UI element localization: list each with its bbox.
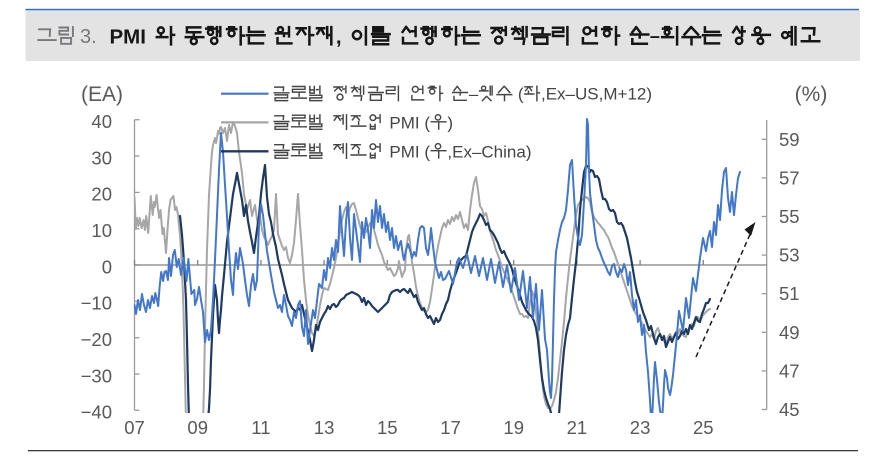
svg-text:,Ex–US,M+12): ,Ex–US,M+12) — [541, 85, 652, 104]
svg-text:57: 57 — [779, 167, 800, 188]
svg-text:11: 11 — [251, 417, 270, 438]
svg-text:55: 55 — [779, 206, 800, 227]
svg-text:45: 45 — [779, 399, 800, 420]
svg-text:19: 19 — [503, 417, 524, 438]
svg-text:53: 53 — [779, 245, 800, 266]
svg-text:09: 09 — [187, 417, 208, 438]
svg-text:−20: −20 — [81, 329, 112, 350]
svg-text:PMI: PMI — [110, 26, 146, 49]
svg-text:−30: −30 — [81, 365, 112, 386]
svg-text:3.: 3. — [80, 26, 97, 48]
svg-text:(%): (%) — [795, 83, 828, 106]
svg-text:25: 25 — [693, 417, 714, 438]
svg-text:,: , — [336, 26, 342, 49]
svg-text:07: 07 — [124, 417, 145, 438]
svg-text:PMI (: PMI ( — [389, 113, 430, 132]
svg-text:–: – — [469, 85, 479, 104]
svg-text:(EA): (EA) — [81, 83, 123, 106]
svg-text:40: 40 — [91, 111, 112, 132]
svg-text:PMI (: PMI ( — [389, 142, 430, 161]
svg-text:47: 47 — [779, 360, 800, 381]
svg-text:49: 49 — [779, 322, 800, 343]
svg-text:15: 15 — [377, 417, 398, 438]
svg-text:21: 21 — [567, 417, 588, 438]
svg-text:13: 13 — [314, 417, 335, 438]
svg-text:–: – — [650, 26, 660, 46]
svg-text:59: 59 — [779, 129, 800, 150]
svg-text:0: 0 — [102, 256, 112, 277]
svg-text:17: 17 — [440, 417, 461, 438]
svg-text:20: 20 — [91, 184, 112, 205]
svg-text:51: 51 — [779, 283, 800, 304]
svg-text:,Ex–China): ,Ex–China) — [447, 142, 531, 161]
svg-text:10: 10 — [91, 220, 112, 241]
svg-text:(: ( — [518, 85, 524, 104]
svg-text:23: 23 — [630, 417, 651, 438]
svg-text:−40: −40 — [81, 402, 112, 423]
svg-text:30: 30 — [91, 147, 112, 168]
svg-text:−10: −10 — [81, 293, 112, 314]
svg-text:): ) — [447, 113, 453, 132]
